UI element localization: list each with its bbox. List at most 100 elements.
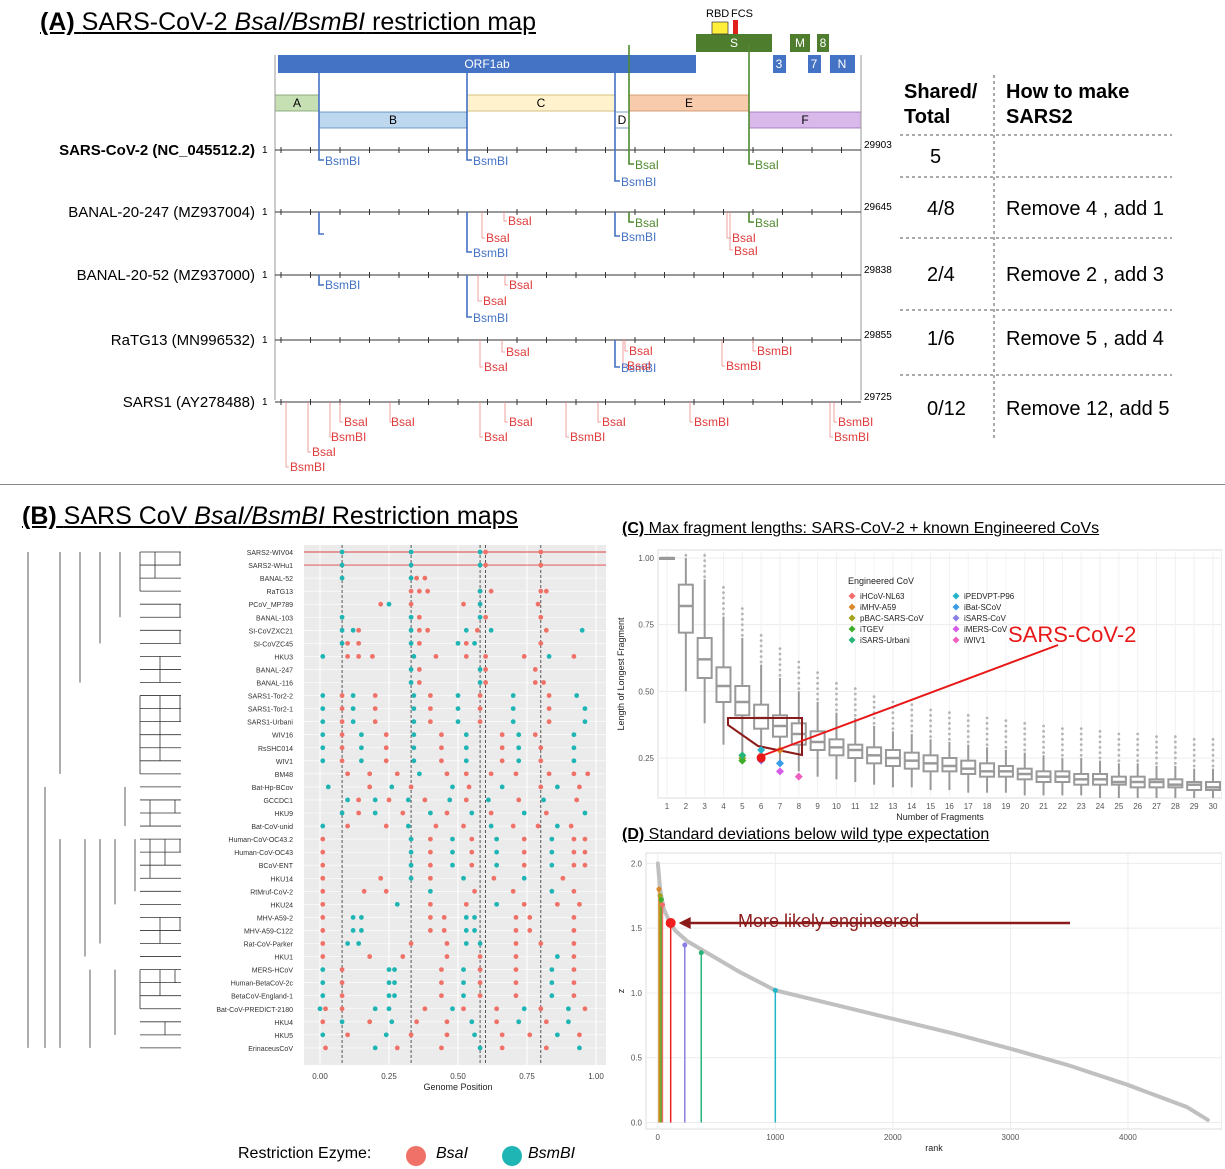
bsmbi-dot (488, 823, 494, 829)
outlier-point (703, 559, 707, 563)
bsai-dot (499, 1032, 505, 1038)
outlier-point (966, 719, 970, 723)
x-tick-label: 24 (1096, 802, 1105, 811)
bsai-label: BsaI (635, 216, 659, 230)
bsmbi-dot (463, 745, 469, 751)
bsai-dot (463, 901, 469, 907)
panel-d-title: (D) Standard deviations below wild type … (622, 826, 990, 843)
bsmbi-dot (477, 549, 483, 555)
x-tick-label: 3 (702, 802, 707, 811)
rbd-marker (711, 21, 729, 35)
bsai-dot (367, 954, 373, 959)
outlier-point (722, 607, 725, 611)
x-tick-label: 0 (656, 1133, 661, 1142)
bsai-dot (477, 993, 483, 999)
outlier-point (1136, 743, 1140, 747)
marker-point (656, 886, 662, 892)
outlier-point (1004, 729, 1008, 733)
genome-end-4: 29725 (864, 392, 892, 403)
outlier-point (1023, 727, 1027, 731)
bsai-dot (538, 614, 544, 620)
outlier-point (1098, 740, 1102, 744)
bsmbi-dot (582, 810, 588, 816)
bsai-dot (463, 640, 469, 646)
outlier-point (703, 553, 707, 557)
bsai-dot (408, 784, 414, 790)
taxon-label: GCCDC1 (263, 798, 293, 805)
outlier-point (985, 721, 989, 725)
bsai-dot (477, 693, 483, 698)
outlier-point (816, 692, 820, 696)
bsmbi-dot (510, 693, 516, 698)
bsmbi-dot (579, 627, 585, 633)
bsai-dot (546, 719, 552, 725)
taxon-label: HKU5 (274, 1033, 293, 1040)
taxon-label: Human-CoV-OC43 (234, 850, 293, 857)
taxon-label: MHV-A59-C122 (244, 928, 293, 935)
bsai-dot (356, 627, 362, 633)
x-tick-label: 0.25 (381, 1072, 397, 1081)
bsai-dot (461, 601, 466, 607)
bsmbi-label: BsmBI (621, 230, 656, 244)
bsai-label: BsaI (509, 278, 533, 292)
bsai-dot (416, 614, 422, 620)
outlier-point (1004, 724, 1008, 728)
bsmbi-dot (372, 810, 378, 816)
x-tick-label: 5 (740, 802, 745, 811)
bsai-dot (527, 1032, 533, 1038)
outlier-point (948, 711, 951, 715)
outlier-point (1042, 740, 1045, 744)
bsmbi-dot (320, 732, 326, 738)
taxon-label: Bat-Hp-BCov (252, 785, 294, 792)
outlier-point (966, 724, 970, 728)
bsai-dot (469, 862, 475, 868)
bsmbi-dot (477, 588, 483, 594)
bsai-dot (320, 862, 326, 868)
bsmbi-dot (392, 980, 397, 986)
engineered-cov-point (775, 767, 784, 776)
bsai-dot (439, 993, 444, 999)
bsmbi-dot (455, 693, 461, 698)
outlier-point (759, 660, 763, 664)
bsai-dot (535, 823, 541, 829)
bsmbi-dot (408, 627, 414, 633)
taxon-label: MHV-A59-2 (257, 915, 293, 922)
genome-end-0: 29903 (864, 140, 892, 151)
panel-c-title: (C) Max fragment lengths: SARS-CoV-2 + k… (622, 520, 1100, 537)
bsai-dot (483, 562, 488, 568)
bsai-dot (491, 875, 497, 881)
gene-n: N (838, 57, 847, 71)
bsmbi-dot (582, 706, 588, 711)
bsmbi-dot (339, 562, 345, 568)
box (677, 583, 694, 634)
outlier-point (759, 644, 763, 648)
bsai-dot (469, 836, 475, 842)
bsmbi-dot (394, 901, 400, 907)
marker-point (665, 917, 676, 928)
outlier-point (1173, 745, 1177, 749)
section-divider (0, 484, 1225, 485)
outlier-point (1079, 737, 1083, 741)
taxon-label: SARS2-WIV04 (247, 550, 293, 557)
outlier-point (872, 695, 876, 699)
marker-point (658, 897, 664, 903)
box (734, 685, 751, 717)
outlier-point (1117, 743, 1121, 747)
bsmbi-dot (350, 719, 356, 725)
bsai-dot (345, 1032, 350, 1038)
y-axis-label: Length of Longest Fragment (616, 617, 626, 731)
genome-start-0: 1 (262, 145, 268, 156)
outlier-point (966, 729, 970, 733)
outlier-point (835, 687, 838, 691)
bsmbi-dot (499, 784, 505, 790)
outlier-point (778, 657, 782, 661)
outlier-point (1192, 743, 1196, 747)
x-tick-label: 15 (926, 802, 935, 811)
bsai-dot (439, 758, 444, 764)
legend-swatch (848, 603, 856, 611)
outlier-point (1098, 735, 1102, 739)
bsmbi-dot (549, 862, 555, 868)
bsai-dot (513, 967, 519, 972)
outlier-point (1098, 729, 1102, 733)
outlier-point (1098, 756, 1102, 760)
